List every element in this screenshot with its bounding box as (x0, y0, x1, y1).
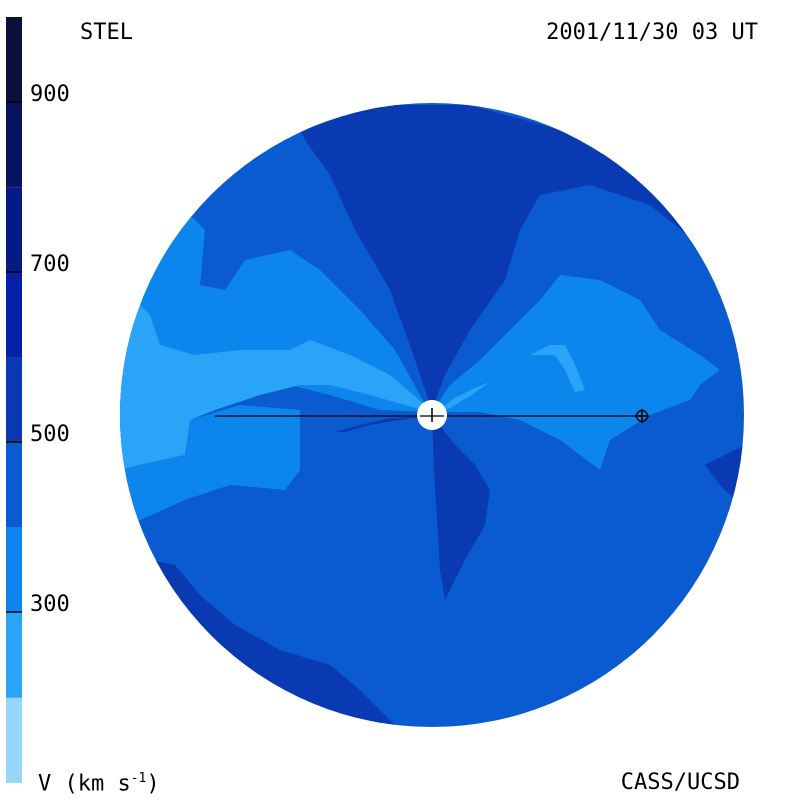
colorbar-band-700 (6, 187, 22, 273)
colorbar-band-900 (6, 17, 22, 103)
region-very-slow-left (120, 305, 430, 470)
colorbar-label-700: 700 (30, 252, 70, 277)
colorbar-band-400 (6, 442, 22, 528)
credit-label: CASS/UCSD (620, 770, 740, 795)
colorbar (6, 17, 22, 783)
region-fast-south-stalk (432, 415, 490, 600)
colorbar-band-500 (6, 357, 22, 443)
colorbar-band-800 (6, 102, 22, 188)
units-suffix: ) (146, 771, 160, 797)
region-fast-west-wedge (335, 416, 432, 432)
timestamp-title: 2001/11/30 03 UT (546, 20, 758, 45)
colorbar-band-200 (6, 612, 22, 698)
colorbar-label-500: 500 (30, 422, 70, 447)
units-exponent: -1 (130, 771, 147, 786)
colorbar-label-900: 900 (30, 82, 70, 107)
earth-icon (635, 409, 649, 423)
region-fast-top (300, 105, 700, 410)
colorbar-band-600 (6, 272, 22, 358)
instrument-title: STEL (80, 20, 133, 45)
colorbar-band-100 (6, 697, 22, 783)
colorbar-band-300 (6, 527, 22, 613)
region-very-slow-right-sliver (530, 345, 585, 392)
units-label: V (km s-1) (38, 772, 160, 795)
colorbar-ticks (6, 101, 22, 613)
colorbar-label-300: 300 (30, 592, 70, 617)
units-prefix: V (km s (38, 771, 131, 797)
region-slow-lower-left (120, 405, 300, 525)
region-very-slow-right-tongue (435, 382, 490, 412)
